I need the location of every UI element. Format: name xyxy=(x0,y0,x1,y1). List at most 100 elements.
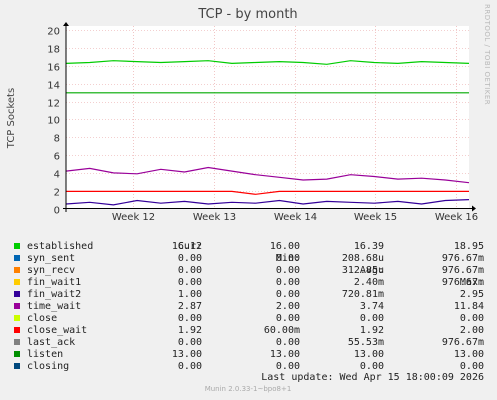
legend-row-fin-wait2: fin_wait2 1.00 0.00 720.81m 2.95 xyxy=(14,289,488,301)
legend-swatch xyxy=(14,327,20,333)
legend-name: fin_wait1 xyxy=(27,277,82,288)
legend-swatch xyxy=(14,339,20,345)
legend-cur: 1.92 xyxy=(177,325,202,336)
legend-cur: 0.00 xyxy=(177,277,202,288)
legend-avg: 0.00 xyxy=(359,313,384,324)
legend-cur: 0.00 xyxy=(177,361,202,372)
legend-min: 16.00 xyxy=(269,241,300,252)
legend-name: fin_wait2 xyxy=(27,289,82,300)
legend-max: 11.84 xyxy=(453,301,484,312)
legend-max: 976.67m xyxy=(441,253,484,264)
legend-avg: 16.39 xyxy=(353,241,384,252)
legend-min: 0.00 xyxy=(275,277,300,288)
legend-swatch xyxy=(14,303,20,309)
legend-row-time-wait: time_wait 2.87 2.00 3.74 11.84 xyxy=(14,301,488,313)
legend-header-min: Min: xyxy=(275,253,300,264)
y-axis-arrow xyxy=(63,22,69,26)
legend-name: close_wait xyxy=(27,325,88,336)
legend-avg: 208.68u xyxy=(341,253,384,264)
legend-min: 0.00 xyxy=(275,361,300,372)
legend-cur: 13.00 xyxy=(171,349,202,360)
y-tick-label: 20 xyxy=(47,27,60,38)
legend-max: 13.00 xyxy=(453,349,484,360)
legend-row-fin-wait1: fin_wait1 0.00 0.00 2.40m 976.67m xyxy=(14,277,488,289)
legend-min: 0.00 xyxy=(275,313,300,324)
legend-name: listen xyxy=(27,349,64,360)
munin-version: Munin 2.0.33-1~bpo8+1 xyxy=(205,385,292,393)
x-tick-label: Week 13 xyxy=(193,212,236,223)
legend-cur: 0.00 xyxy=(177,265,202,276)
legend-row-close-wait: close_wait 1.92 60.00m 1.92 2.00 xyxy=(14,325,488,337)
legend-name: close xyxy=(27,313,58,324)
legend-avg: 312.85u xyxy=(341,265,384,276)
y-tick-label: 14 xyxy=(47,81,60,92)
legend-avg: 720.81m xyxy=(341,289,384,300)
legend-row-last-ack: last_ack 0.00 0.00 55.53m 976.67m xyxy=(14,337,488,349)
legend-max: 976.67m xyxy=(441,265,484,276)
legend-max: 0.00 xyxy=(459,361,484,372)
legend-name: closing xyxy=(27,361,70,372)
plot-area xyxy=(66,26,469,209)
legend-min: 0.00 xyxy=(275,253,300,264)
y-tick-label: 16 xyxy=(47,63,60,74)
legend-max: 18.95 xyxy=(453,241,484,252)
legend-name: syn_sent xyxy=(27,253,76,264)
rrdtool-watermark: RRDTOOL / TOBI OETIKER xyxy=(483,4,491,105)
legend-max: 2.00 xyxy=(459,325,484,336)
y-tick-label: 12 xyxy=(47,99,60,110)
legend-swatch xyxy=(14,279,20,285)
series-lines xyxy=(65,60,470,206)
grid-lines xyxy=(66,26,469,209)
y-tick-label: 18 xyxy=(47,45,60,56)
legend-row-closing: closing 0.00 0.00 0.00 0.00 xyxy=(14,361,488,373)
x-tick-label: Week 14 xyxy=(274,212,317,223)
y-tick-label: 2 xyxy=(54,188,60,199)
series-line-fin-wait2 xyxy=(65,199,470,206)
y-tick-label: 4 xyxy=(54,170,60,181)
x-tick-labels: Week 12 Week 13 Week 14 Week 15 Week 16 xyxy=(112,212,478,223)
legend-avg: 3.74 xyxy=(359,301,384,312)
legend-header-max: Max: xyxy=(459,277,484,288)
legend-header-avg: Avg: xyxy=(359,265,384,276)
legend-max: 0.00 xyxy=(459,313,484,324)
series-line-time-wait xyxy=(65,166,470,184)
legend-header: Cur: Min: Avg: Max: xyxy=(14,229,488,288)
legend-avg: 2.40m xyxy=(353,277,384,288)
legend-swatch xyxy=(14,363,20,369)
legend-swatch xyxy=(14,255,20,261)
legend-name: syn_recv xyxy=(27,265,76,276)
y-tick-label: 10 xyxy=(47,116,60,127)
legend-min: 0.00 xyxy=(275,289,300,300)
last-update: Last update: Wed Apr 15 18:00:09 2026 xyxy=(261,372,484,383)
legend-min: 60.00m xyxy=(263,325,300,336)
y-tick-label: 0 xyxy=(54,206,60,217)
series-line-close-wait xyxy=(66,190,469,195)
legend-min: 0.00 xyxy=(275,265,300,276)
x-axis-arrow xyxy=(472,205,476,212)
legend-row-established: established 16.12 16.00 16.39 18.95 xyxy=(14,241,488,253)
legend-cur: 1.00 xyxy=(177,289,202,300)
legend-avg: 1.92 xyxy=(359,325,384,336)
legend-avg: 0.00 xyxy=(359,361,384,372)
legend-row-syn-sent: syn_sent 0.00 0.00 208.68u 976.67m xyxy=(14,253,488,265)
legend-name: time_wait xyxy=(27,301,82,312)
y-tick-label: 8 xyxy=(54,134,60,145)
legend-header-cur: Cur: xyxy=(177,241,202,252)
legend-cur: 0.00 xyxy=(177,253,202,264)
legend-min: 2.00 xyxy=(275,301,300,312)
legend-swatch xyxy=(14,315,20,321)
legend-row-syn-recv: syn_recv 0.00 0.00 312.85u 976.67m xyxy=(14,265,488,277)
chart-title: TCP - by month xyxy=(197,7,297,22)
x-tick-label: Week 15 xyxy=(354,212,397,223)
y-tick-labels: 0 2 4 6 8 10 12 14 16 18 20 xyxy=(47,27,60,217)
legend-avg: 55.53m xyxy=(347,337,384,348)
legend-cur: 16.12 xyxy=(171,241,202,252)
legend-swatch xyxy=(14,351,20,357)
legend-cur: 0.00 xyxy=(177,313,202,324)
y-tick-label: 6 xyxy=(54,152,60,163)
x-tick-label: Week 16 xyxy=(435,212,478,223)
legend-row-close: close 0.00 0.00 0.00 0.00 xyxy=(14,313,488,325)
legend-table: Cur: Min: Avg: Max: established 16.12 16.0… xyxy=(14,229,488,373)
legend-min: 13.00 xyxy=(269,349,300,360)
